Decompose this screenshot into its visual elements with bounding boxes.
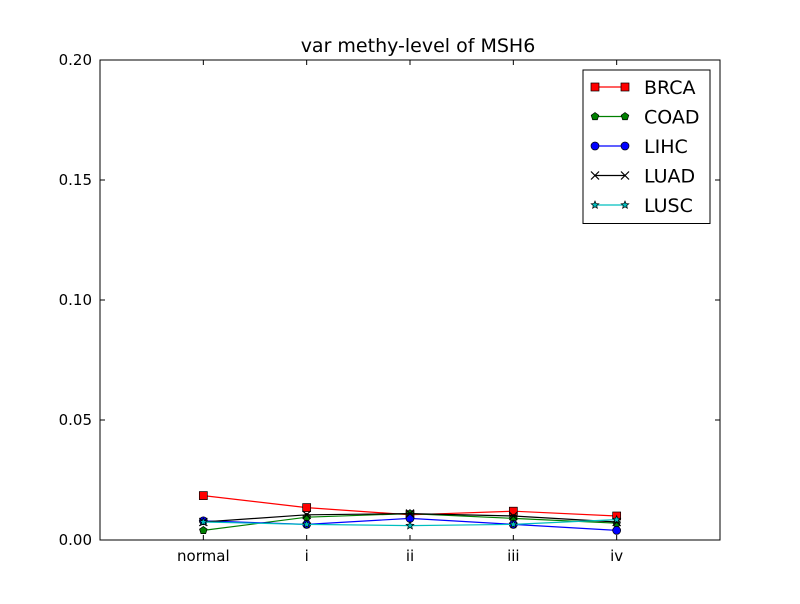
legend-marker (620, 82, 630, 92)
y-tick-label: 0.05 (59, 411, 92, 429)
legend-marker (590, 112, 600, 121)
legend-marker (590, 82, 600, 92)
legend-marker (620, 112, 630, 121)
data-point (198, 517, 209, 526)
data-point (199, 525, 208, 534)
data-point (508, 519, 519, 529)
legend-marker (590, 141, 600, 151)
legend-marker (620, 200, 630, 209)
y-tick-label: 0.00 (59, 531, 92, 549)
legend-item-brca: BRCA (590, 77, 696, 99)
legend-label: LUSC (644, 195, 693, 217)
legend-item-lihc: LIHC (590, 136, 688, 158)
data-point (405, 520, 415, 530)
y-tick-label: 0.15 (59, 171, 92, 189)
legend-label: LUAD (644, 166, 695, 188)
legend-marker (620, 171, 630, 180)
x-tick-label: i (305, 547, 309, 565)
legend-label: BRCA (644, 77, 696, 99)
series-layer (198, 491, 622, 535)
legend-label: LIHC (644, 136, 688, 158)
x-tick-label: ii (406, 547, 414, 565)
legend-item-coad: COAD (590, 107, 700, 129)
data-point (405, 509, 415, 519)
legend-box (582, 69, 711, 224)
data-point (611, 514, 622, 524)
y-tick-label: 0.20 (59, 51, 92, 69)
legend-label: COAD (644, 107, 700, 129)
x-tick-label: iii (507, 547, 520, 565)
legend-item-lusc: LUSC (590, 195, 693, 217)
data-point (302, 503, 312, 512)
data-point (612, 526, 622, 535)
data-point (198, 491, 208, 500)
data-point (302, 510, 312, 520)
legend: BRCA COAD LIHC LUAD LUSC (582, 69, 711, 224)
legend-marker (590, 200, 600, 209)
x-tick-label: iv (610, 547, 623, 565)
data-point (301, 519, 312, 529)
y-tick-label: 0.10 (59, 291, 92, 309)
x-tick-label: normal (177, 547, 230, 565)
legend-marker (590, 171, 600, 180)
legend-item-luad: LUAD (590, 166, 695, 188)
series-lusc (198, 514, 622, 530)
legend-marker (620, 141, 630, 151)
chart-title: var methy-level of MSH6 (301, 35, 536, 57)
data-point (508, 511, 518, 521)
